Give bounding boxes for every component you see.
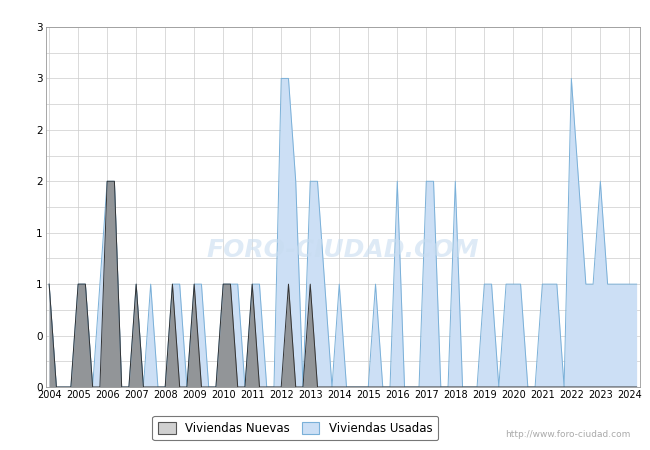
- Text: Santa María de la Isla - Evolucion del Nº de Transacciones Inmobiliarias: Santa María de la Isla - Evolucion del N…: [88, 10, 562, 23]
- Text: FORO-CIUDAD.COM: FORO-CIUDAD.COM: [207, 238, 479, 262]
- Legend: Viviendas Nuevas, Viviendas Usadas: Viviendas Nuevas, Viviendas Usadas: [152, 416, 439, 441]
- Text: http://www.foro-ciudad.com: http://www.foro-ciudad.com: [505, 430, 630, 439]
